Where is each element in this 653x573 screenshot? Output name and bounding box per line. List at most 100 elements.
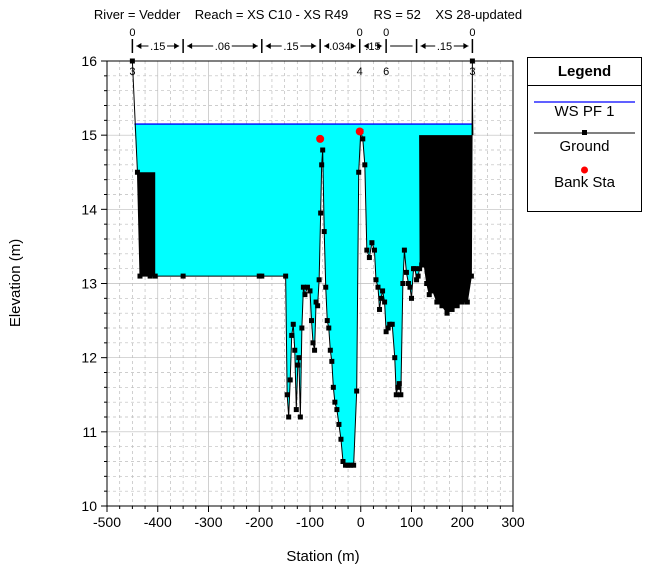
mannings-label: .06 [215, 41, 230, 53]
mannings-arrowhead [174, 43, 180, 49]
ground-point [459, 299, 465, 305]
ground-point [259, 273, 265, 279]
mannings-label: .15 [437, 41, 452, 53]
ground-point [375, 284, 381, 290]
top-marker-label: 0 [383, 27, 389, 39]
bank-legend-swatch [581, 166, 588, 174]
ground-point [383, 329, 389, 335]
x-axis-label: Station (m) [286, 548, 359, 565]
x-tick-label: 300 [501, 514, 525, 530]
ground-point [393, 392, 399, 398]
ground-point [424, 281, 430, 286]
chart-axes: -500 -400 -300 -200 -100 0 100 200 3001011121314… [81, 27, 524, 530]
x-tick-label: 200 [451, 514, 475, 530]
ground-point [309, 318, 315, 324]
ground-point [286, 414, 292, 420]
ground-point [396, 381, 402, 387]
mannings-label: .15 [283, 41, 298, 53]
ground-point [313, 299, 319, 305]
y-tick-label: 10 [81, 498, 97, 514]
x-tick-label: -100 [296, 514, 324, 530]
ground-point [395, 384, 401, 390]
top-marker-label: 6 [383, 66, 389, 78]
x-tick-label: 0 [357, 514, 365, 530]
ground-point [310, 340, 316, 346]
ground-point [292, 347, 298, 353]
top-marker-label: 3 [469, 66, 475, 78]
ground-point [304, 284, 310, 290]
ground-point [364, 247, 370, 253]
ground-point [284, 392, 290, 398]
legend-item-bank: Bank Sta [528, 166, 641, 208]
ground-point [343, 462, 349, 468]
ground-point [330, 384, 336, 390]
ground-point [439, 303, 445, 309]
ground-point [354, 388, 360, 394]
x-tick-label: -300 [194, 514, 222, 530]
ground-point [389, 321, 395, 327]
ground-point [426, 292, 432, 298]
blocked-obstruction [419, 61, 474, 314]
ground-point [412, 266, 418, 272]
legend-item-ground: Ground [528, 128, 641, 168]
ground-point [289, 332, 295, 338]
ground-point [323, 284, 329, 290]
ground-point [403, 269, 409, 275]
mannings-arrowhead [136, 43, 142, 49]
ground-point [351, 462, 357, 468]
ground-point [326, 325, 332, 331]
ground-point [409, 295, 414, 301]
bank-station-point [316, 134, 325, 143]
ground-point [387, 321, 393, 327]
mannings-label: .034 [329, 41, 350, 53]
ws-legend-label: WS PF 1 [554, 103, 615, 120]
ground-point [321, 229, 327, 235]
ground-point [332, 399, 338, 405]
ground-point [417, 266, 423, 272]
ground-legend-label: Ground [559, 138, 610, 155]
ground-point [362, 162, 368, 168]
chart-fills [134, 61, 474, 466]
ground-point [152, 273, 158, 279]
ground-point [366, 255, 372, 261]
ground-point [334, 407, 340, 413]
ground-point [449, 306, 455, 312]
ground-point [338, 436, 344, 442]
mannings-arrowhead [187, 43, 193, 49]
y-tick-label: 13 [81, 276, 97, 292]
ground-point [300, 284, 306, 290]
ground-point [147, 273, 153, 279]
ground-point [392, 355, 398, 361]
top-marker-label: 0 [469, 27, 475, 39]
ground-point [378, 295, 384, 301]
ground-point [318, 210, 324, 216]
ground-point [296, 355, 302, 361]
legend: Legend WS PF 1 Ground Bank Sta [527, 57, 642, 212]
mannings-arrowhead [265, 43, 271, 49]
top-marker-label: 0 [357, 27, 363, 39]
ground-point [137, 273, 143, 279]
x-tick-label: -400 [144, 514, 172, 530]
ws-legend-swatch [534, 101, 635, 103]
ground-point [371, 247, 377, 253]
ground-point [315, 303, 321, 309]
ground-point [287, 377, 293, 383]
ground-point [302, 292, 308, 298]
ground-point [385, 325, 391, 331]
ground-point [434, 299, 440, 305]
y-tick-label: 16 [81, 53, 97, 69]
y-tick-label: 12 [81, 350, 97, 366]
ground-point [401, 247, 407, 253]
ground-point [256, 273, 262, 279]
ground-point [320, 147, 326, 153]
ground-point [415, 273, 421, 279]
mannings-arrowhead [350, 43, 356, 49]
legend-title: Legend [528, 58, 641, 86]
y-tick-label: 14 [81, 201, 97, 217]
ground-point [312, 347, 318, 353]
ground-point [414, 277, 420, 283]
ground-point [336, 421, 342, 427]
mannings-label: .15 [365, 41, 380, 53]
ground-point [421, 262, 427, 268]
